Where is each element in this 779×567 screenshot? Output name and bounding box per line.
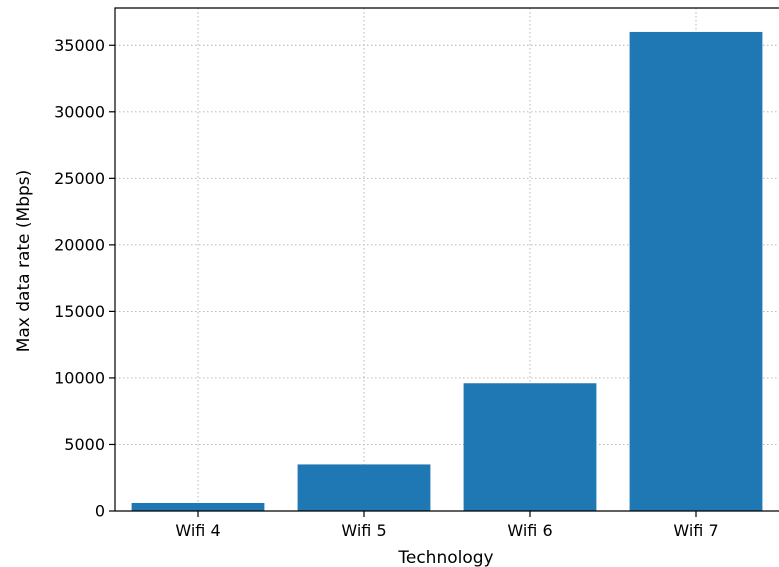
bars-layer — [131, 31, 763, 511]
x-tick-label: Wifi 4 — [175, 521, 220, 540]
y-tick-label: 20000 — [54, 235, 105, 254]
y-tick-label: 5000 — [64, 435, 105, 454]
y-tick-label: 0 — [95, 502, 105, 521]
x-tick-label: Wifi 5 — [341, 521, 386, 540]
bar-wifi-6 — [463, 383, 597, 511]
x-tick-label: Wifi 7 — [673, 521, 718, 540]
y-tick-label: 30000 — [54, 102, 105, 121]
bar-wifi-7 — [629, 31, 763, 511]
y-axis-label: Max data rate (Mbps) — [14, 170, 34, 353]
bar-wifi-4 — [131, 503, 265, 511]
y-tick-label: 25000 — [54, 169, 105, 188]
y-tick-label: 35000 — [54, 36, 105, 55]
x-tick-label: Wifi 6 — [507, 521, 552, 540]
bar-wifi-5 — [297, 464, 431, 511]
axes-frame — [114, 7, 779, 511]
x-axis-label: Technology — [397, 548, 493, 567]
y-tick-label: 15000 — [54, 302, 105, 321]
y-tick-label: 10000 — [54, 368, 105, 387]
axes-layer: 0 5000 10000 15000 20000 25000 30000 35000 Wifi … — [54, 7, 779, 540]
